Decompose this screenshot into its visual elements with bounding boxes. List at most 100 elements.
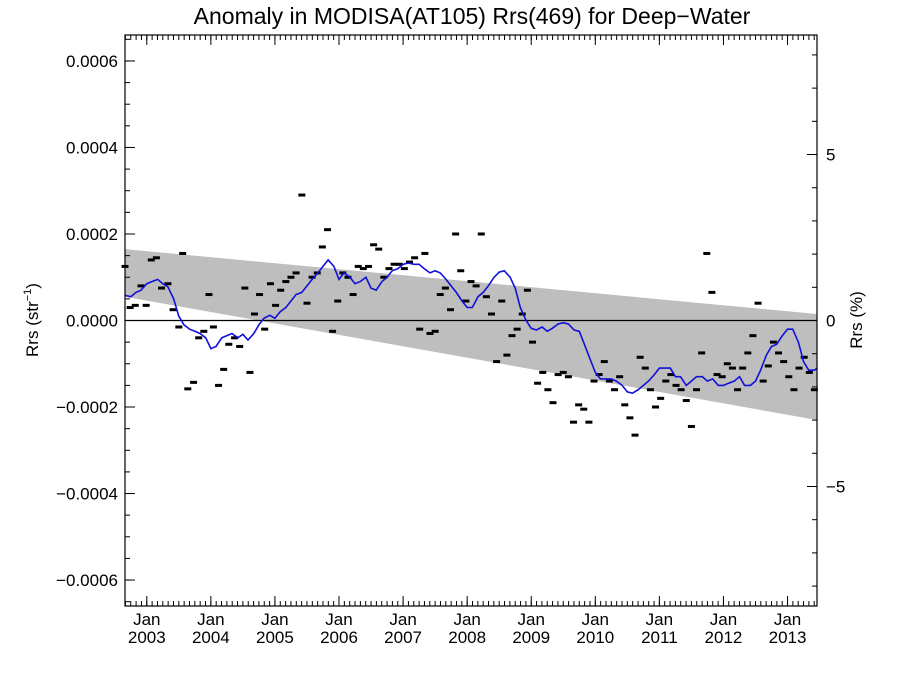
data-point: [256, 293, 264, 297]
data-point: [662, 379, 670, 383]
x-tick-year: 2003: [128, 628, 166, 647]
y-tick-label: −0.0004: [56, 485, 118, 504]
data-point: [354, 264, 362, 268]
data-point: [529, 340, 537, 344]
data-point: [616, 375, 624, 379]
data-point: [687, 424, 695, 428]
data-point: [539, 370, 547, 374]
data-point: [266, 282, 274, 286]
x-tick-month: Jan: [261, 610, 288, 629]
data-point: [344, 275, 352, 279]
data-point: [215, 383, 223, 387]
x-tick-year: 2006: [320, 628, 358, 647]
data-point: [277, 288, 285, 292]
data-point: [795, 366, 803, 370]
data-point: [241, 286, 249, 290]
data-point: [764, 364, 772, 368]
data-point: [493, 360, 501, 364]
data-point: [303, 301, 311, 305]
y-tick-label: 0.0004: [66, 138, 118, 157]
data-point: [693, 388, 701, 392]
data-point: [220, 367, 228, 371]
y-tick-label: −0.0002: [56, 398, 118, 417]
data-point: [261, 327, 269, 331]
data-point: [611, 388, 619, 392]
data-point: [164, 282, 172, 286]
data-point: [728, 366, 736, 370]
x-tick-year: 2009: [512, 628, 550, 647]
data-point: [359, 267, 367, 271]
data-point: [452, 232, 460, 236]
data-point: [621, 403, 629, 407]
data-point: [446, 308, 454, 312]
y-tick-label: −0.0006: [56, 571, 118, 590]
data-point: [744, 351, 752, 355]
data-point: [225, 342, 233, 346]
data-point: [385, 267, 393, 271]
data-point: [246, 370, 254, 374]
data-point: [126, 306, 134, 310]
y-tick-label: 0.0006: [66, 52, 118, 71]
data-point: [405, 260, 413, 264]
data-point: [580, 407, 588, 411]
data-point: [498, 299, 506, 303]
data-point: [467, 280, 475, 284]
data-point: [734, 388, 742, 392]
y2-tick-label: 0: [826, 312, 835, 331]
data-point: [364, 264, 372, 268]
data-point: [677, 388, 685, 392]
x-tick-month: Jan: [646, 610, 673, 629]
data-point: [131, 303, 139, 307]
y2-tick-label: −5: [826, 477, 845, 496]
data-point: [472, 284, 480, 288]
data-point: [421, 251, 429, 255]
data-point: [703, 251, 711, 255]
data-point: [375, 247, 383, 251]
data-point: [698, 351, 706, 355]
data-point: [190, 380, 198, 384]
data-point: [200, 329, 208, 333]
data-point: [158, 286, 166, 290]
data-point: [142, 303, 150, 307]
chart-title: Anomaly in MODISA(AT105) Rrs(469) for De…: [194, 3, 751, 29]
data-point: [652, 405, 660, 409]
data-point: [713, 373, 721, 377]
data-point: [544, 388, 552, 392]
data-point: [370, 243, 378, 247]
data-point: [462, 299, 470, 303]
x-tick-year: 2010: [576, 628, 614, 647]
y-axis-label: Rrs (str−1): [22, 283, 42, 357]
data-point: [298, 193, 306, 197]
data-point: [523, 288, 531, 292]
data-point: [390, 262, 398, 266]
data-point: [775, 351, 783, 355]
data-point: [457, 269, 465, 273]
data-point: [152, 256, 160, 260]
data-point: [595, 373, 603, 377]
data-point: [236, 344, 244, 348]
data-point: [769, 340, 777, 344]
data-point: [708, 290, 716, 294]
data-point: [477, 232, 485, 236]
data-point: [318, 245, 326, 249]
y-tick-label: 0.0000: [66, 312, 118, 331]
data-point: [759, 379, 767, 383]
data-point: [175, 325, 183, 329]
data-point: [349, 293, 357, 297]
y2-axis-label: Rrs (%): [847, 291, 866, 349]
data-point: [554, 373, 562, 377]
data-point: [534, 381, 542, 385]
data-point: [503, 353, 511, 357]
data-point: [380, 275, 388, 279]
data-point: [749, 334, 757, 338]
data-point: [810, 388, 818, 392]
data-point: [605, 379, 613, 383]
y-axis-label-text: Rrs (str: [23, 301, 42, 357]
data-point: [549, 401, 557, 405]
data-point: [323, 228, 331, 232]
data-point: [184, 387, 192, 391]
x-tick-month: Jan: [710, 610, 737, 629]
trend-band: [125, 249, 817, 420]
data-point: [739, 366, 747, 370]
data-point: [785, 375, 793, 379]
